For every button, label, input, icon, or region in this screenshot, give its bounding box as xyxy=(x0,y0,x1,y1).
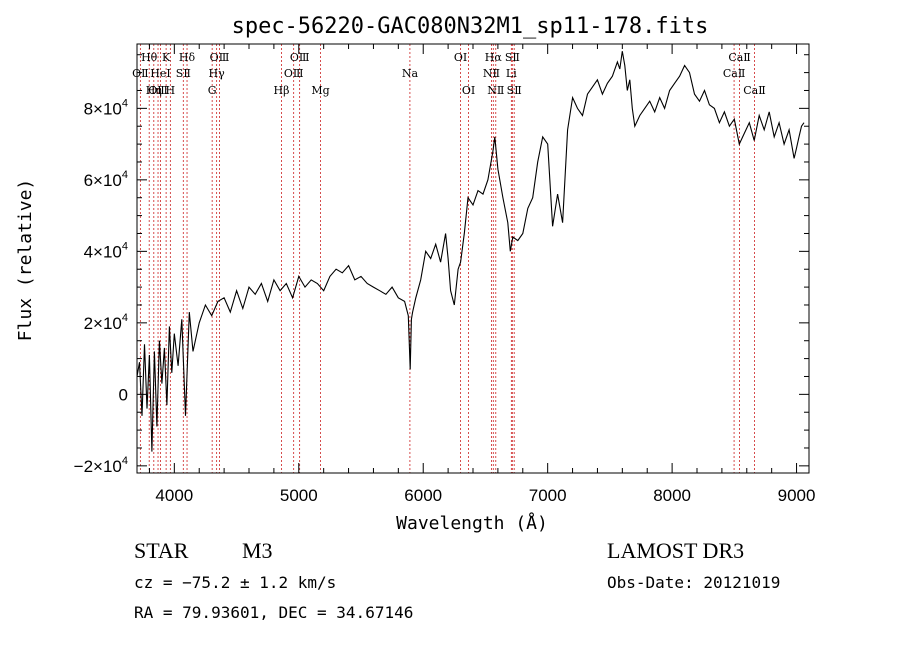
spectral-line-label: K xyxy=(162,51,171,64)
spectral-line-label: CaⅡ xyxy=(728,51,750,64)
spectral-line-label: CaⅡ xyxy=(723,67,745,80)
spectral-line-label: CaⅡ xyxy=(743,84,765,97)
spectral-line-label: OⅢ xyxy=(210,51,230,64)
y-tick-mantissa: 4×10 xyxy=(84,242,122,261)
spectral-line-label: Hα xyxy=(485,51,503,64)
redshift-readout: cz = −75.2 ± 1.2 km/s xyxy=(134,573,337,592)
y-tick-exponent: 4 xyxy=(122,97,128,109)
spectral-line-label: SⅡ xyxy=(176,67,191,80)
y-tick-label: 6×104 xyxy=(84,169,128,190)
spectral-line-label: OⅡ xyxy=(132,67,149,80)
y-tick-mantissa: 8×10 xyxy=(84,99,122,118)
spectral-line-label: Hη xyxy=(146,84,162,97)
spectral-line-markers xyxy=(139,44,755,473)
spectral-line-label: HeⅠ xyxy=(150,67,170,80)
x-tick-label: 6000 xyxy=(404,486,442,505)
x-tick-label: 4000 xyxy=(155,486,193,505)
spectral-line-label: Hγ xyxy=(209,67,226,80)
plot-frame xyxy=(136,43,810,474)
spectral-line-label: Hθ xyxy=(141,51,158,64)
observation-date: Obs-Date: 20121019 xyxy=(607,573,781,592)
object-subclass: M3 xyxy=(242,538,273,563)
spectral-line-label: OⅢ xyxy=(148,84,168,97)
chart-title: spec-56220-GAC080N32M1_sp11-178.fits xyxy=(232,14,709,39)
spectral-line-label: Na xyxy=(402,67,419,80)
spectral-line-label: NⅡ xyxy=(487,84,504,97)
spectral-line-label: SⅡ xyxy=(505,51,520,64)
y-tick-exponent: 4 xyxy=(122,240,128,252)
y-tick-mantissa: −2×10 xyxy=(74,457,122,476)
spectral-line-label: Mg xyxy=(311,84,329,97)
y-tick-label: −2×104 xyxy=(74,455,128,476)
y-tick-label: 0 xyxy=(119,385,128,404)
y-tick-exponent: 4 xyxy=(122,312,128,324)
spectral-line-label: OⅢ xyxy=(290,51,310,64)
y-tick-label: 2×104 xyxy=(84,312,128,333)
coordinates-readout: RA = 79.93601, DEC = 34.67146 xyxy=(134,603,414,622)
x-tick-label: 5000 xyxy=(280,486,318,505)
spectral-line-label: OⅢ xyxy=(284,67,304,80)
y-tick-exponent: 4 xyxy=(122,169,128,181)
flux-series-line xyxy=(136,51,805,452)
x-axis-label: Wavelength (Å) xyxy=(396,512,548,534)
y-tick-mantissa: 6×10 xyxy=(84,171,122,190)
spectral-line-label: H xyxy=(166,84,176,97)
spectral-line-label: Hδ xyxy=(179,51,196,64)
survey-name: LAMOST DR3 xyxy=(607,538,745,563)
spectral-line-label: OⅠ xyxy=(454,51,467,64)
y-axis-label: Flux (relative) xyxy=(15,179,36,342)
spectral-line-label: G xyxy=(208,84,217,97)
spectral-line-label: SⅡ xyxy=(507,84,522,97)
x-tick-label: 8000 xyxy=(653,486,691,505)
spectral-line-label: Hβ xyxy=(274,84,290,97)
x-tick-label: 9000 xyxy=(778,486,816,505)
y-tick-label: 4×104 xyxy=(84,240,128,261)
y-tick-label: 8×104 xyxy=(84,97,128,118)
y-tick-exponent: 4 xyxy=(122,455,128,467)
spectral-line-label: NⅡ xyxy=(483,67,500,80)
y-tick-mantissa: 2×10 xyxy=(84,314,122,333)
object-class: STAR xyxy=(134,538,189,563)
spectral-line-label: OⅠ xyxy=(462,84,475,97)
x-tick-label: 7000 xyxy=(529,486,567,505)
x-axis-ticks: 4000 5000 6000 7000 8000 9000 xyxy=(148,44,816,505)
spectral-line-labels: OⅡHθOⅢHeⅠHηKHSⅡHδGOⅢHγHβOⅢOⅢMgNaOⅠOⅠNⅡHα… xyxy=(132,51,766,97)
spectral-line-label: Li xyxy=(506,67,517,80)
y-tick-mantissa: 0 xyxy=(119,385,128,404)
